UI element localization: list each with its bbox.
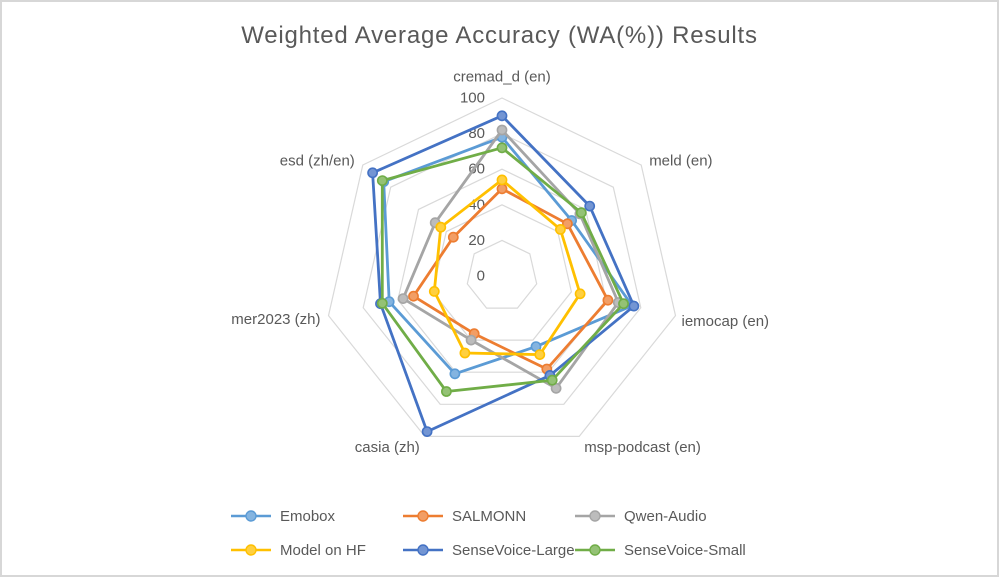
data-point-marker-salmonn (602, 294, 614, 306)
data-point-marker-salmonn (562, 218, 573, 230)
legend-marker-salmonn (402, 509, 444, 523)
data-point-marker-sensevoice-small (376, 297, 388, 309)
data-point-marker-sensevoice-small (376, 175, 388, 186)
data-point-marker-model-on-hf (574, 288, 586, 300)
series-line-qwen-audio (401, 128, 620, 390)
legend-item-sensevoice-large[interactable]: SenseVoice-Large (402, 541, 575, 559)
legend-label-model-on-hf: Model on HF (280, 541, 366, 559)
data-point-marker-sensevoice-small (440, 386, 452, 397)
data-point-marker-sensevoice-large (496, 110, 508, 122)
radar-gridline-ring-60 (397, 168, 607, 373)
data-point-marker-sensevoice-large (367, 167, 378, 179)
radial-axis-tick-label-100: 100 (460, 90, 485, 107)
series-line-salmonn (412, 187, 610, 371)
data-point-marker-qwen-audio (496, 124, 508, 136)
legend-item-salmonn[interactable]: SALMONN (402, 507, 526, 525)
legend-item-sensevoice-small[interactable]: SenseVoice-Small (574, 541, 746, 559)
data-point-marker-sensevoice-small (546, 374, 558, 386)
data-point-marker-sensevoice-large (628, 300, 640, 312)
legend-marker-emobox (230, 509, 272, 523)
legend-label-sensevoice-large: SenseVoice-Large (452, 541, 575, 559)
legend-marker-qwen-audio (574, 509, 616, 523)
radar-gridline-ring-100 (327, 97, 677, 437)
category-axis-label-iemocap: iemocap (en) (682, 313, 770, 330)
legend-label-salmonn: SALMONN (452, 507, 527, 525)
series-line-emobox (382, 135, 634, 376)
legend-item-qwen-audio[interactable]: Qwen-Audio (574, 507, 707, 525)
series-line-sensevoice-small (380, 146, 625, 393)
data-point-marker-sensevoice-small (496, 142, 508, 154)
series-line-sensevoice-large (371, 114, 636, 434)
legend-marker-sensevoice-large (402, 543, 444, 557)
legend-label-qwen-audio: Qwen-Audio (624, 507, 707, 525)
legend-label-sensevoice-small: SenseVoice-Small (624, 541, 746, 559)
legend-marker-model-on-hf (230, 543, 272, 557)
data-point-marker-model-on-hf (459, 347, 471, 359)
data-point-marker-qwen-audio (397, 293, 409, 304)
series-sensevoice-large[interactable] (367, 110, 640, 437)
data-point-marker-model-on-hf (534, 349, 546, 360)
legend-marker-sensevoice-small (574, 543, 616, 557)
data-point-marker-sensevoice-large (584, 200, 596, 212)
data-point-marker-sensevoice-large (421, 426, 433, 437)
series-salmonn[interactable] (408, 183, 614, 375)
data-point-marker-emobox (449, 368, 461, 380)
data-point-marker-model-on-hf (435, 221, 447, 233)
data-point-marker-salmonn (408, 290, 419, 302)
category-axis-label-esd: esd (zh/en) (280, 153, 355, 170)
data-point-marker-salmonn (496, 183, 508, 195)
data-point-marker-sensevoice-small (575, 207, 587, 219)
series-sensevoice-small[interactable] (376, 142, 629, 397)
series-line-model-on-hf (432, 178, 582, 357)
category-axis-label-msp-podcast: msp-podcast (en) (584, 439, 701, 456)
data-point-marker-salmonn (447, 231, 459, 243)
data-point-marker-qwen-audio (465, 334, 477, 346)
category-axis-label-mer2023: mer2023 (zh) (231, 311, 320, 328)
radar-gridline-ring-20 (466, 239, 538, 309)
data-point-marker-sensevoice-small (618, 298, 629, 310)
category-axis-label-cremad-d: cremad_d (en) (453, 69, 551, 86)
radial-axis-tick-label-20: 20 (468, 232, 485, 249)
data-point-marker-model-on-hf (555, 223, 566, 235)
legend-label-emobox: Emobox (280, 507, 336, 525)
radial-axis-tick-label-0: 0 (477, 268, 485, 285)
legend-item-model-on-hf[interactable]: Model on HF (230, 541, 366, 559)
category-axis-label-casia: casia (zh) (355, 439, 420, 456)
series-model-on-hf[interactable] (428, 174, 586, 360)
radial-axis-tick-label-60: 60 (468, 161, 485, 178)
data-point-marker-model-on-hf (496, 174, 508, 186)
category-axis-label-meld: meld (en) (649, 153, 712, 170)
data-point-marker-model-on-hf (428, 285, 440, 297)
chart-title: Weighted Average Accuracy (WA(%)) Result… (241, 22, 758, 49)
radar-gridline-ring-40 (431, 204, 573, 341)
legend-item-emobox[interactable]: Emobox (230, 507, 335, 525)
